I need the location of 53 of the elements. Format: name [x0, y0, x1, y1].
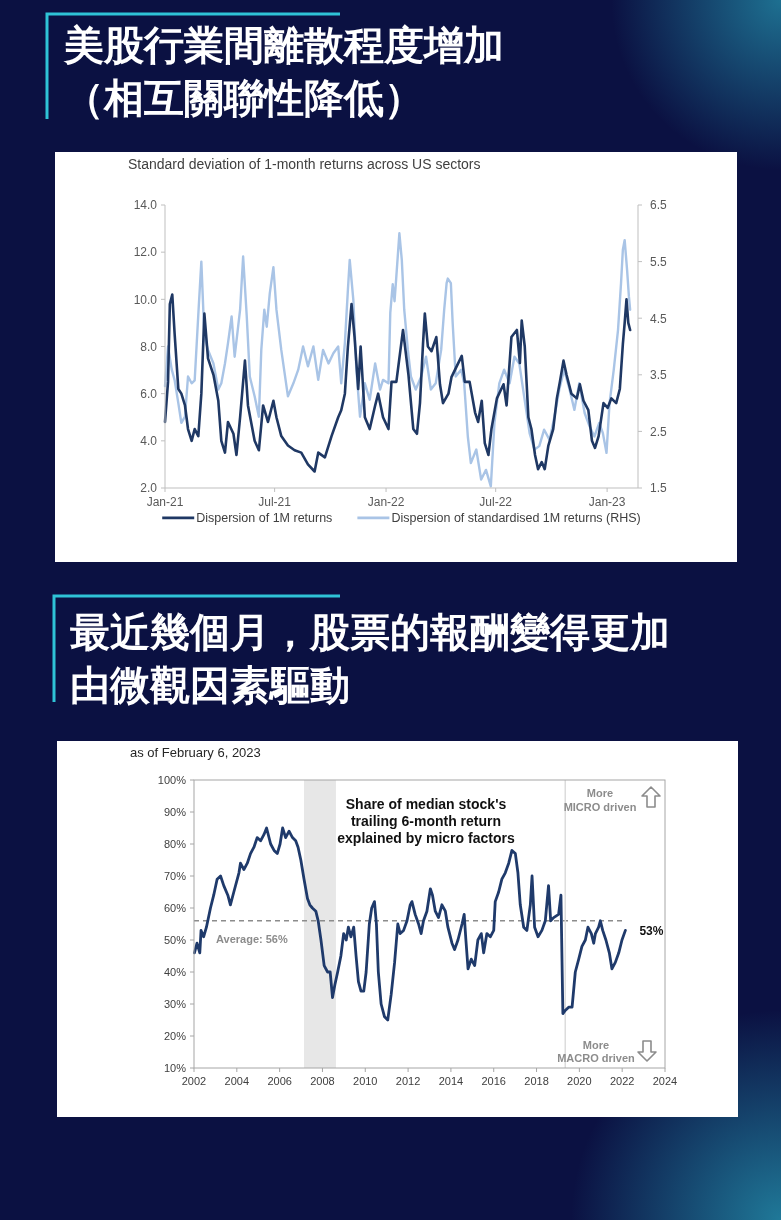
x-tick-label: 2016 [481, 1075, 506, 1087]
annotation: Share of median stock's trailing 6-month return explained by micro factors [337, 796, 515, 846]
y-tick-label: 10.0 [133, 292, 158, 307]
x-tick-label: Jan-23 [588, 495, 626, 509]
y2-tick-label: 6.5 [650, 198, 668, 213]
y-tick-label: 8.0 [140, 339, 158, 354]
legend-label: Dispersion of 1M returns [196, 511, 333, 525]
line-series [163, 293, 632, 473]
y-tick-label: 50% [163, 933, 187, 946]
y-tick-label: 6.0 [140, 386, 158, 401]
x-tick-label: Jul-22 [479, 495, 513, 509]
chart-subtitle: Standard deviation of 1-month returns across US sectors [128, 156, 481, 172]
y2-tick-label: 4.5 [650, 311, 668, 326]
ref-line-label: Average: 56% [216, 932, 288, 945]
x-tick-label: Jan-22 [367, 495, 405, 509]
x-tick-label: 2022 [609, 1075, 635, 1087]
y-tick-label: 20% [163, 1029, 187, 1042]
y2-tick-label: 5.5 [650, 254, 668, 269]
y-tick-label: 40% [163, 965, 187, 978]
annotation: 53% [639, 923, 664, 938]
y-tick-label: 10% [163, 1061, 187, 1074]
y-tick-label: 4.0 [140, 434, 158, 449]
x-tick-label: 2012 [395, 1075, 421, 1087]
y-tick-label: 12.0 [133, 245, 158, 260]
x-tick-label: 2004 [224, 1075, 250, 1087]
x-tick-label: 2024 [652, 1075, 678, 1087]
legend-label: Dispersion of standardised 1M returns (RHS) [391, 511, 641, 525]
x-tick-label: 2010 [353, 1075, 378, 1087]
y2-tick-label: 1.5 [650, 481, 668, 496]
y-tick-label: 2.0 [140, 481, 158, 496]
x-tick-label: 2014 [438, 1075, 464, 1087]
x-tick-label: 2018 [524, 1075, 549, 1087]
y-tick-label: 30% [163, 997, 187, 1010]
x-tick-label: 2008 [310, 1075, 335, 1087]
y2-tick-label: 3.5 [650, 368, 668, 383]
annotation: More MACRO driven [557, 1039, 636, 1064]
y2-tick-label: 2.5 [650, 424, 668, 439]
y-tick-label: 80% [163, 837, 187, 850]
x-tick-label: 2006 [267, 1075, 292, 1087]
x-tick-label: Jul-21 [258, 495, 292, 509]
y-tick-label: 14.0 [133, 198, 158, 213]
x-tick-label: 2020 [567, 1075, 592, 1087]
y-tick-label: 60% [163, 901, 187, 914]
chart-title: 最近幾個月，股票的報酬變得更加由微觀因素驅動 [70, 609, 671, 709]
line-series [163, 232, 632, 488]
y-tick-label: 90% [163, 805, 187, 818]
chart-subtitle: as of February 6, 2023 [130, 745, 261, 760]
chart-title: 美股行業間離散程度增加（相互關聯性降低） [64, 22, 505, 122]
y-tick-label: 70% [163, 869, 187, 882]
x-tick-label: 2002 [181, 1075, 207, 1087]
annotation: More MICRO driven [563, 787, 637, 813]
x-tick-label: Jan-21 [146, 495, 184, 509]
y-tick-label: 100% [157, 773, 187, 786]
